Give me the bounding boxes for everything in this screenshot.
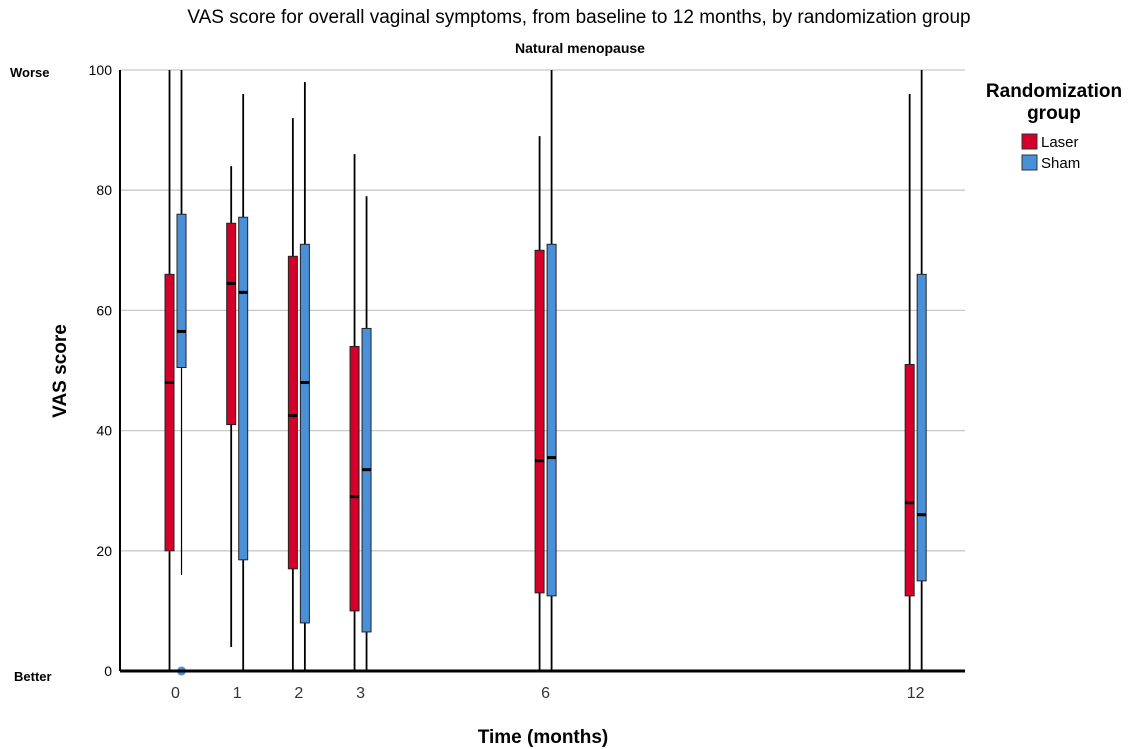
x-tick-label: 6 bbox=[541, 685, 550, 702]
iqr-box bbox=[904, 363, 915, 597]
box-groups bbox=[164, 70, 927, 676]
y-tick-label: 0 bbox=[104, 663, 112, 679]
iqr-box bbox=[361, 327, 372, 633]
y-axis-label: VAS score bbox=[50, 324, 71, 418]
x-tick-label: 2 bbox=[294, 685, 303, 702]
box-sham-month-12 bbox=[916, 70, 927, 671]
legend-swatch-laser bbox=[1021, 133, 1038, 150]
y-top-anchor-label: Worse bbox=[10, 65, 50, 80]
iqr-box bbox=[534, 249, 545, 594]
iqr-box bbox=[546, 243, 557, 597]
legend-label-sham: Sham bbox=[1041, 155, 1080, 172]
chart-title: VAS score for overall vaginal symptoms, … bbox=[187, 7, 970, 28]
box-laser-month-12 bbox=[904, 94, 915, 671]
x-axis-label: Time (months) bbox=[478, 727, 609, 748]
iqr-box bbox=[299, 243, 310, 624]
iqr-box bbox=[164, 273, 175, 552]
y-tick-label: 20 bbox=[96, 543, 112, 559]
box-sham-month-6 bbox=[546, 70, 557, 671]
legend-title-line2: group bbox=[1027, 103, 1081, 124]
box-sham-month-3 bbox=[361, 196, 372, 671]
axes bbox=[119, 70, 965, 673]
iqr-box bbox=[226, 222, 237, 426]
box-laser-month-0 bbox=[164, 70, 175, 671]
y-bottom-anchor-label: Better bbox=[14, 669, 52, 684]
legend-title-line1: Randomization bbox=[986, 81, 1122, 102]
box-laser-month-1 bbox=[226, 166, 237, 647]
y-tick-labels: 0 20 40 60 80 100 bbox=[89, 62, 113, 679]
box-sham-month-1 bbox=[238, 94, 249, 671]
box-sham-month-2 bbox=[299, 82, 310, 671]
box-laser-month-3 bbox=[349, 154, 360, 671]
x-tick-label: 1 bbox=[233, 685, 242, 702]
chart-subtitle: Natural menopause bbox=[515, 40, 645, 56]
box-laser-month-2 bbox=[287, 118, 298, 671]
y-tick-label: 80 bbox=[96, 182, 112, 198]
legend-label-laser: Laser bbox=[1041, 134, 1079, 151]
y-tick-label: 40 bbox=[96, 423, 112, 439]
iqr-box bbox=[238, 216, 249, 561]
iqr-box bbox=[916, 273, 927, 582]
legend-swatch-sham bbox=[1021, 154, 1038, 171]
y-tick-label: 100 bbox=[89, 62, 113, 78]
x-tick-label: 12 bbox=[907, 685, 925, 702]
iqr-box bbox=[287, 255, 298, 570]
x-tick-labels: 0 1 2 3 6 12 bbox=[171, 685, 925, 702]
box-laser-month-6 bbox=[534, 136, 545, 671]
iqr-box bbox=[176, 213, 187, 368]
box-sham-month-0 bbox=[176, 70, 187, 676]
legend: Randomization group Laser Sham bbox=[986, 81, 1122, 172]
y-tick-label: 60 bbox=[96, 302, 112, 318]
legend-items: Laser Sham bbox=[1021, 133, 1080, 172]
iqr-box bbox=[349, 345, 360, 612]
x-tick-label: 0 bbox=[171, 685, 180, 702]
x-tick-label: 3 bbox=[356, 685, 365, 702]
